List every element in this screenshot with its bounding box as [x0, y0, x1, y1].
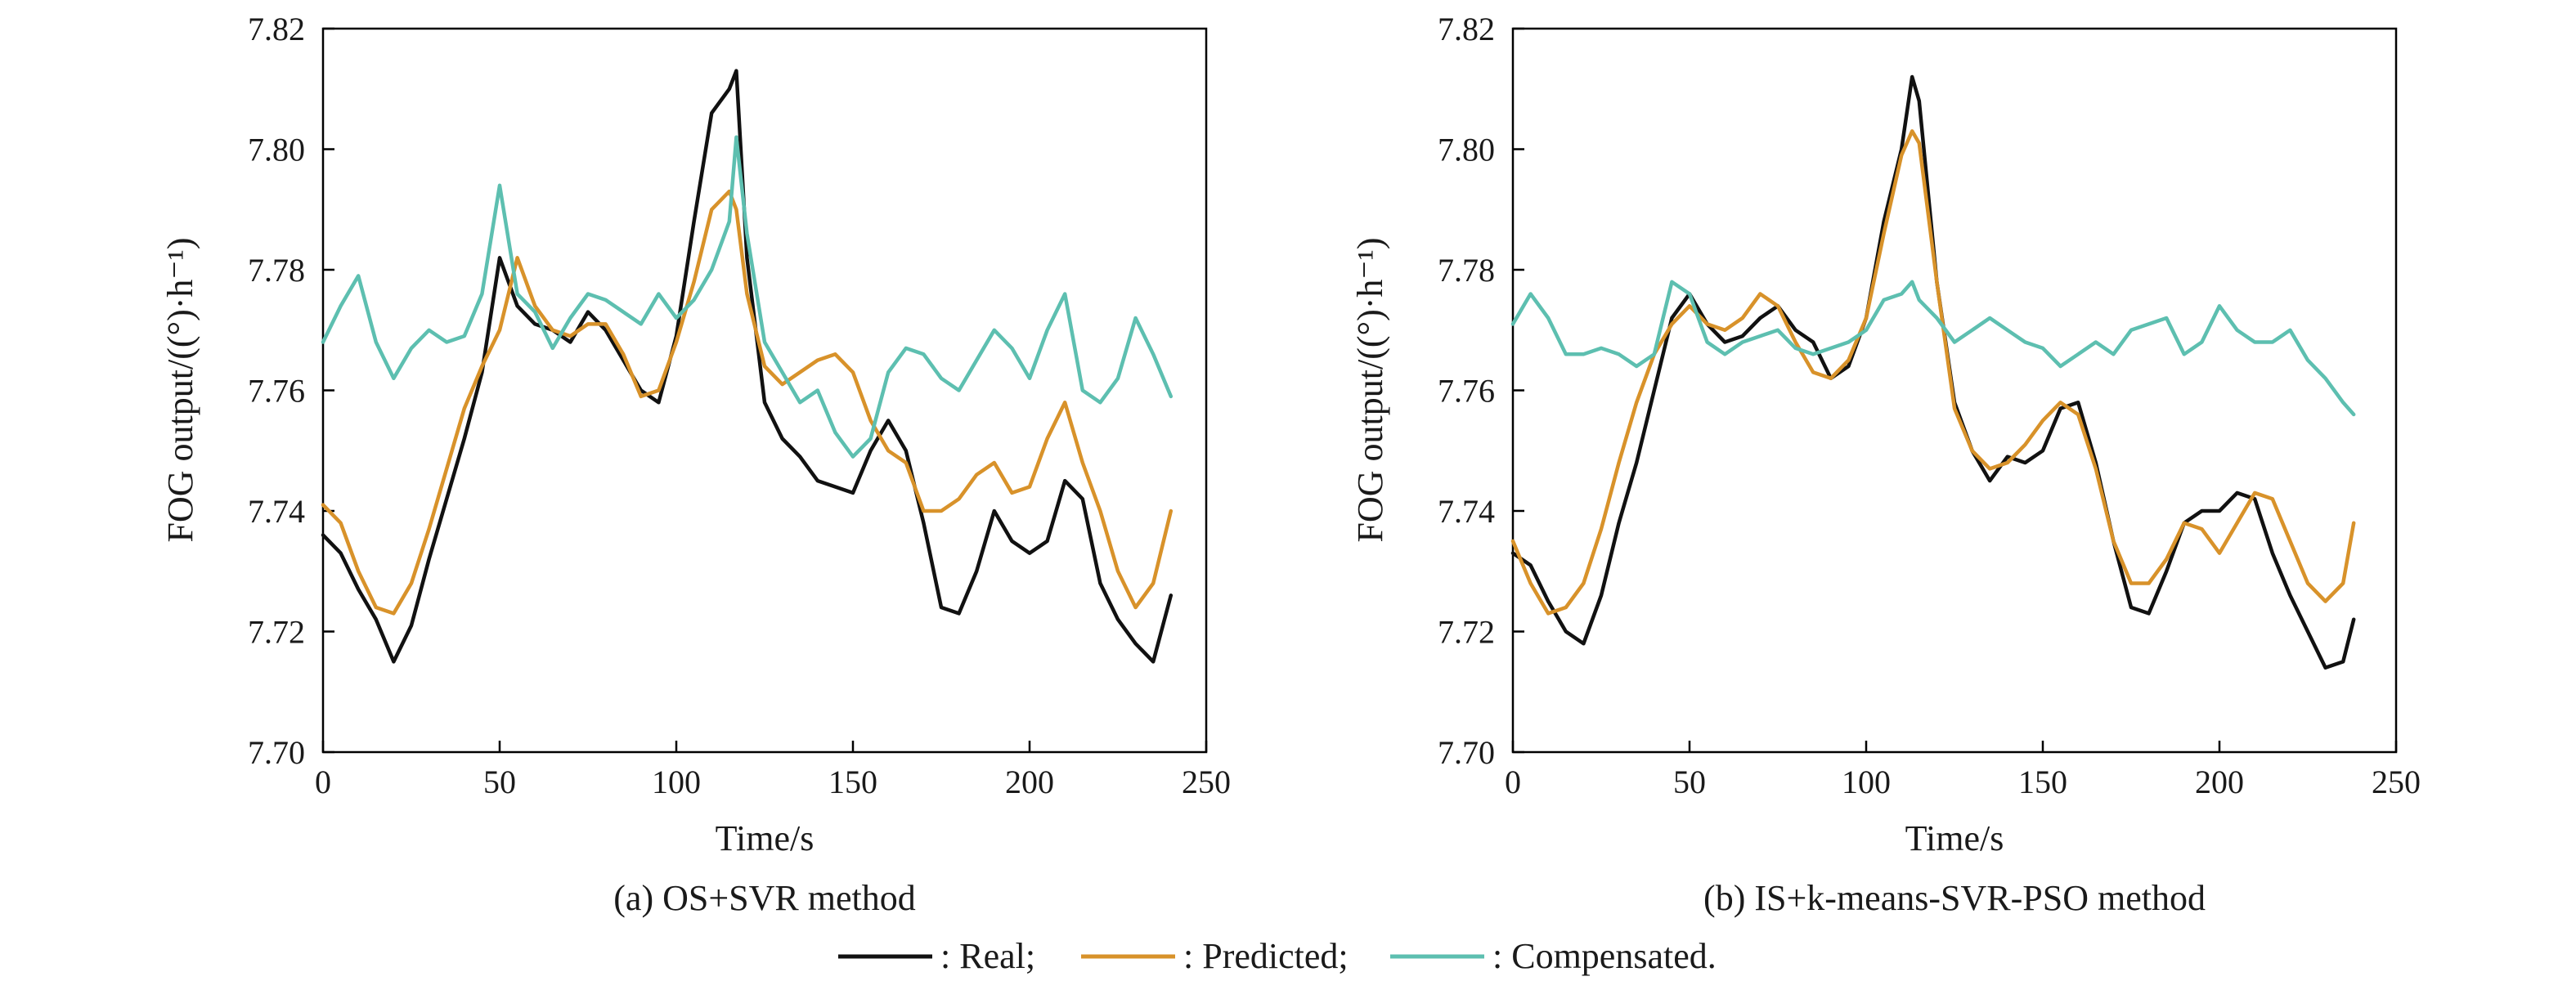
y-tick-label: 7.78	[248, 252, 305, 289]
x-axis-label-b: Time/s	[1905, 818, 2004, 858]
x-tick-label: 200	[1005, 764, 1054, 800]
series-lines-a	[321, 69, 1174, 664]
axis-ticks-b: 0 50 100 150 200 250 7.70 7.72 7.74 7.76 7.78 7.80 7…	[1438, 11, 2421, 800]
y-tick-label: 7.78	[1438, 252, 1495, 289]
series-line-real	[1510, 74, 2356, 670]
panel-caption-b: (b) IS+k-means-SVR-PSO method	[1703, 878, 2206, 918]
y-tick-label: 7.80	[248, 132, 305, 168]
legend-label-predicted: : Predicted;	[1183, 936, 1349, 976]
axis-ticks-a: 0 50 100 150 200 250 7.70 7.72 7.74 7.76 7.78 7.80 7…	[248, 11, 1231, 800]
y-tick-label: 7.72	[248, 614, 305, 651]
x-tick-label: 100	[652, 764, 701, 800]
y-tick-label: 7.72	[1438, 614, 1495, 651]
x-tick-label: 150	[2018, 764, 2067, 800]
chart-panel-b: 0 50 100 150 200 250 7.70 7.72 7.74 7.76 7.78 7.80 7…	[1350, 11, 2421, 918]
x-tick-label: 0	[1505, 764, 1521, 800]
y-tick-label: 7.74	[1438, 493, 1495, 530]
chart-panel-a: 0 50 100 150 200 250 7.70 7.72 7.74 7.76 7.78 7.80 7…	[160, 11, 1231, 918]
legend-label-real: : Real;	[940, 936, 1035, 976]
series-line-compensated	[321, 135, 1174, 459]
panel-caption-a: (a) OS+SVR method	[613, 878, 915, 918]
x-tick-label: 150	[828, 764, 877, 800]
series-line-predicted	[321, 189, 1174, 616]
x-tick-label: 50	[483, 764, 516, 800]
y-tick-label: 7.70	[248, 734, 305, 771]
y-tick-label: 7.80	[1438, 132, 1495, 168]
x-tick-label: 50	[1673, 764, 1706, 800]
series-line-real	[321, 69, 1174, 664]
x-tick-label: 250	[1182, 764, 1231, 800]
x-tick-label: 100	[1842, 764, 1891, 800]
x-tick-label: 0	[315, 764, 331, 800]
y-axis-label-a: FOG output/((°)·h⁻¹)	[160, 238, 200, 543]
legend-label-compensated: : Compensated.	[1492, 936, 1717, 976]
x-tick-label: 250	[2372, 764, 2421, 800]
legend: : Real; : Predicted; : Compensated.	[838, 936, 1717, 976]
series-line-predicted	[1510, 129, 2356, 616]
x-axis-label-a: Time/s	[716, 818, 815, 858]
y-tick-label: 7.76	[248, 373, 305, 410]
series-line-compensated	[1510, 280, 2356, 417]
y-tick-label: 7.82	[248, 11, 305, 47]
y-axis-label-b: FOG output/((°)·h⁻¹)	[1350, 238, 1390, 543]
y-tick-label: 7.76	[1438, 373, 1495, 410]
y-tick-label: 7.82	[1438, 11, 1495, 47]
y-tick-label: 7.70	[1438, 734, 1495, 771]
x-tick-label: 200	[2195, 764, 2244, 800]
y-tick-label: 7.74	[248, 493, 305, 530]
series-lines-b	[1510, 74, 2356, 670]
